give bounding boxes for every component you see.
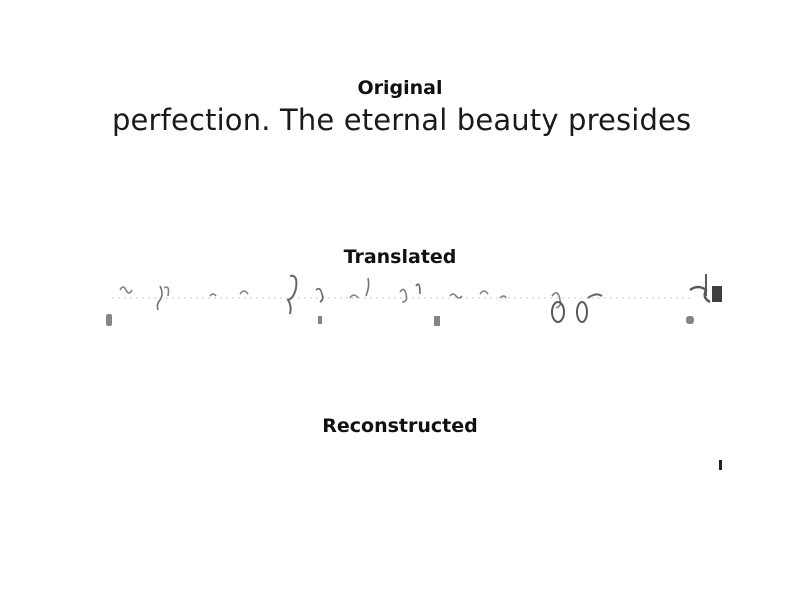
reconstructed-panel-title: Reconstructed <box>322 415 478 437</box>
translated-image <box>100 268 722 330</box>
translated-noise-strokes <box>106 274 722 326</box>
original-text-line: perfection. The eternal beauty presides <box>112 103 692 137</box>
reconstructed-image <box>100 440 722 500</box>
reconstructed-mark <box>719 460 722 470</box>
original-panel-title: Original <box>357 77 443 99</box>
translated-panel-title: Translated <box>343 246 457 268</box>
original-image: perfection. The eternal beauty presides <box>100 101 722 141</box>
